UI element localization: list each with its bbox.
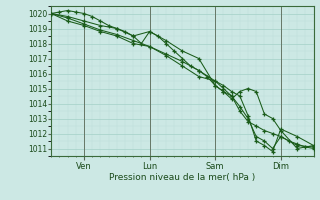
X-axis label: Pression niveau de la mer( hPa ): Pression niveau de la mer( hPa ) [109, 173, 256, 182]
